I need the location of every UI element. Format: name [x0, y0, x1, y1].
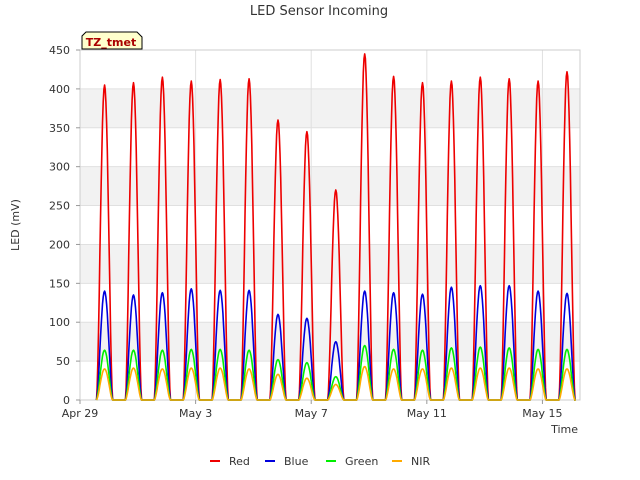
- y-tick-label: 0: [63, 394, 70, 407]
- legend-label-green: Green: [345, 455, 378, 468]
- plot-frame: [79, 49, 581, 401]
- x-tick-label: May 11: [407, 407, 447, 420]
- background-band: [80, 88, 580, 128]
- x-tick-label: May 3: [179, 407, 212, 420]
- x-tick-label: May 7: [295, 407, 328, 420]
- y-tick-label: 400: [49, 83, 70, 96]
- y-tick-label: 50: [56, 355, 70, 368]
- site-badge-label: TZ_tmet: [86, 36, 136, 49]
- site-badge: TZ_tmet: [81, 31, 143, 50]
- y-tick-label: 350: [49, 122, 70, 135]
- y-axis-ticks: 0 50 100 150 200 250 300 350 400 450: [49, 44, 80, 407]
- y-tick-label: 250: [49, 200, 70, 213]
- series-line-blue: [95, 284, 576, 401]
- x-tick-label: Apr 29: [62, 407, 99, 420]
- legend: Red Blue Green NIR: [210, 455, 430, 468]
- y-tick-label: 200: [49, 238, 70, 251]
- y-axis-label: LED (mV): [9, 199, 22, 251]
- y-tick-label: 150: [49, 277, 70, 290]
- background-band: [80, 166, 580, 206]
- series-line-nir: [95, 365, 576, 401]
- legend-label-nir: NIR: [411, 455, 430, 468]
- x-tick-label: May 15: [522, 407, 562, 420]
- series-layer: [95, 53, 576, 401]
- legend-label-blue: Blue: [284, 455, 309, 468]
- chart-title: LED Sensor Incoming: [250, 4, 388, 19]
- site-badge-box: [81, 31, 143, 50]
- y-tick-label: 100: [49, 316, 70, 329]
- x-axis-ticks: Apr 29 May 3 May 7 May 11 May 15: [62, 400, 563, 420]
- background-band: [80, 244, 580, 284]
- y-tick-label: 450: [49, 44, 70, 57]
- x-axis-label: Time: [550, 423, 578, 436]
- legend-label-red: Red: [229, 455, 250, 468]
- series-line-red: [95, 53, 576, 401]
- y-tick-label: 300: [49, 161, 70, 174]
